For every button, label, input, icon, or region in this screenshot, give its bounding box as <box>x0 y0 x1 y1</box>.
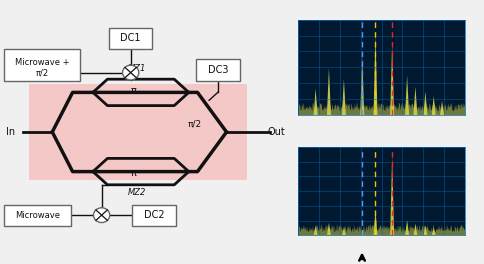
Text: DC3: DC3 <box>208 65 228 75</box>
Text: DC2: DC2 <box>144 210 164 220</box>
FancyBboxPatch shape <box>4 205 71 226</box>
FancyBboxPatch shape <box>109 28 152 49</box>
Text: Microwave: Microwave <box>15 211 60 220</box>
Text: π: π <box>131 168 136 178</box>
FancyBboxPatch shape <box>196 59 240 81</box>
Text: Out: Out <box>267 127 285 137</box>
Text: Microwave +: Microwave + <box>15 58 69 67</box>
Circle shape <box>122 65 139 80</box>
Text: MZ1: MZ1 <box>128 64 146 73</box>
Text: In: In <box>6 127 15 137</box>
Polygon shape <box>29 84 247 180</box>
FancyBboxPatch shape <box>4 49 80 81</box>
Text: MZ2: MZ2 <box>128 188 146 197</box>
Text: DC1: DC1 <box>121 33 141 43</box>
Text: π/2: π/2 <box>35 68 49 77</box>
Text: π: π <box>131 86 136 96</box>
Circle shape <box>93 208 110 223</box>
Text: π/2: π/2 <box>187 120 202 129</box>
FancyBboxPatch shape <box>132 205 176 226</box>
